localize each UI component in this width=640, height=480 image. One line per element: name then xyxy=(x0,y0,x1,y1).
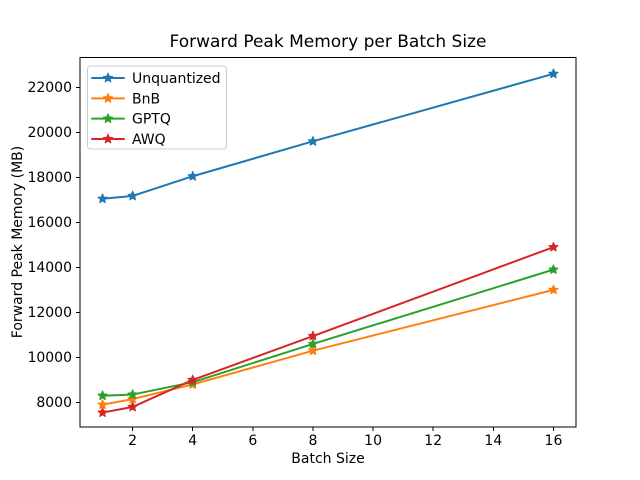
legend-entry-label: BnB xyxy=(132,91,160,107)
x-tick-label: 2 xyxy=(128,433,137,449)
series-marker-unquantized xyxy=(127,190,138,201)
legend-entry-awq: AWQ xyxy=(91,132,166,148)
y-tick-label: 18000 xyxy=(27,170,72,186)
legend-entry-unquantized: Unquantized xyxy=(91,71,221,87)
series-marker-unquantized xyxy=(307,135,319,146)
legend-swatch-marker xyxy=(102,72,114,83)
series-marker-awq xyxy=(187,374,198,385)
series-marker-awq xyxy=(97,407,108,418)
chart-title: Forward Peak Memory per Batch Size xyxy=(170,32,487,52)
y-tick-label: 16000 xyxy=(27,215,72,231)
legend-swatch-marker xyxy=(102,113,114,124)
series-marker-bnb xyxy=(97,399,108,410)
legend-entry-label: GPTQ xyxy=(132,112,171,128)
series-line-gptq xyxy=(101,268,555,397)
x-tick-label: 12 xyxy=(424,433,442,449)
series-marker-bnb xyxy=(548,284,559,295)
series-marker-awq xyxy=(307,330,319,341)
x-tick-label: 16 xyxy=(545,433,563,449)
legend-entry-label: Unquantized xyxy=(132,71,221,87)
plot-content: 2 4 6 8 10 12 14 16 8000 10000 12000 14000 16000 1800… xyxy=(27,57,577,449)
x-tick-label: 8 xyxy=(309,433,318,449)
series-marker-unquantized xyxy=(548,68,559,79)
x-axis-label: Batch Size xyxy=(291,451,364,467)
y-axis-label: Forward Peak Memory (MB) xyxy=(10,146,26,338)
legend-entry-label: AWQ xyxy=(132,132,166,148)
series-marker-gptq xyxy=(97,390,108,401)
series-marker-unquantized xyxy=(97,193,108,204)
y-tick-label: 22000 xyxy=(27,80,72,96)
y-tick-label: 10000 xyxy=(27,350,72,366)
series-marker-gptq xyxy=(548,264,559,275)
legend-entry-bnb: BnB xyxy=(91,91,160,107)
series-marker-awq xyxy=(127,401,138,412)
series-marker-unquantized xyxy=(187,170,198,181)
x-tick-label: 14 xyxy=(484,433,502,449)
x-tick-label: 4 xyxy=(188,433,197,449)
y-tick-label: 14000 xyxy=(27,260,72,276)
x-tick-label: 6 xyxy=(248,433,257,449)
legend-box xyxy=(87,65,227,150)
axes-frame xyxy=(79,57,577,428)
series-marker-awq xyxy=(548,241,559,252)
series-marker-bnb xyxy=(127,393,138,404)
y-tick-label: 8000 xyxy=(36,395,72,411)
legend-swatch-marker xyxy=(102,92,114,103)
series-marker-gptq xyxy=(307,338,319,349)
legend-entry-gptq: GPTQ xyxy=(91,112,171,128)
legend: Unquantized BnB GPTQ AWQ xyxy=(87,65,227,150)
y-tick-label: 20000 xyxy=(27,125,72,141)
series-marker-bnb xyxy=(307,345,319,356)
legend-swatch-marker xyxy=(102,133,114,144)
y-tick-label: 12000 xyxy=(27,305,72,321)
series-marker-gptq xyxy=(127,389,138,400)
x-tick-label: 10 xyxy=(364,433,382,449)
